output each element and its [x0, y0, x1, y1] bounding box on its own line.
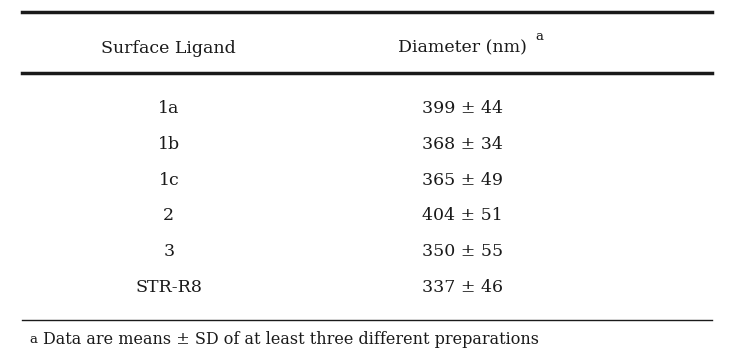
Text: 399 ± 44: 399 ± 44 [422, 100, 503, 117]
Text: a: a [29, 333, 37, 346]
Text: Surface Ligand: Surface Ligand [101, 40, 236, 57]
Text: Data are means ± SD of at least three different preparations: Data are means ± SD of at least three di… [43, 331, 539, 348]
Text: 350 ± 55: 350 ± 55 [422, 243, 503, 260]
Text: 365 ± 49: 365 ± 49 [422, 172, 503, 189]
Text: STR-R8: STR-R8 [135, 279, 203, 296]
Text: 2: 2 [163, 207, 175, 225]
Text: Diameter (nm): Diameter (nm) [398, 40, 527, 57]
Text: 337 ± 46: 337 ± 46 [422, 279, 503, 296]
Text: 368 ± 34: 368 ± 34 [422, 136, 503, 153]
Text: 1a: 1a [158, 100, 180, 117]
Text: 3: 3 [163, 243, 175, 260]
Text: 1b: 1b [158, 136, 180, 153]
Text: a: a [536, 30, 543, 43]
Text: 404 ± 51: 404 ± 51 [422, 207, 503, 225]
Text: 1c: 1c [159, 172, 179, 189]
